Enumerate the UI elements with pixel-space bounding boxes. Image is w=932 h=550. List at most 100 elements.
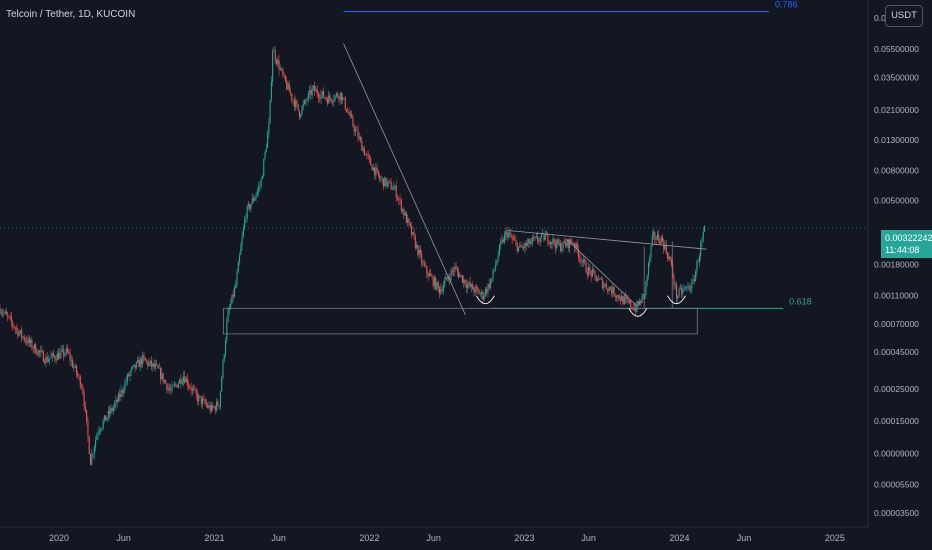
- candle-body: [274, 50, 276, 60]
- candle-body: [268, 122, 270, 135]
- candle-body: [367, 154, 369, 156]
- candle-body: [270, 81, 272, 101]
- candle-body: [107, 410, 109, 418]
- candle-body: [86, 409, 88, 422]
- candle-body: [255, 194, 257, 198]
- candle-body: [317, 94, 320, 98]
- candle-body: [195, 389, 197, 395]
- candle-body: [112, 407, 114, 411]
- candle-body: [469, 282, 471, 287]
- candle-body: [530, 241, 532, 245]
- candle-body: [224, 340, 227, 355]
- candle-body: [100, 429, 102, 432]
- candle-body: [408, 218, 410, 223]
- candle-body: [191, 388, 193, 391]
- candle-body: [684, 287, 686, 289]
- candle-body: [366, 154, 368, 155]
- candle-body: [416, 244, 418, 248]
- candle-body: [292, 99, 294, 101]
- candle-body: [635, 307, 637, 312]
- candle-body: [325, 97, 327, 100]
- time-tick-label: Jun: [271, 533, 286, 543]
- candle-body: [184, 376, 186, 383]
- candle-body: [362, 148, 364, 151]
- candle-body: [609, 287, 611, 290]
- candle-body: [256, 190, 258, 195]
- candle-body: [12, 322, 14, 326]
- candle-body: [477, 288, 479, 291]
- candle-body: [179, 378, 181, 384]
- candle-body: [177, 383, 179, 388]
- candle-body: [482, 291, 484, 300]
- time-axis: 2020 Jun 2021 Jun 2022 Jun 2023 Jun 2024 Jun 2025: [49, 533, 845, 543]
- candle-body: [479, 293, 481, 295]
- candle-body: [357, 130, 359, 139]
- candle-body: [69, 353, 71, 361]
- candle-body: [160, 367, 162, 379]
- candle-body: [491, 278, 493, 282]
- candle-body: [328, 95, 330, 104]
- currency-button[interactable]: USDT: [885, 5, 923, 27]
- candle-body: [190, 387, 192, 391]
- candle-body: [523, 246, 525, 249]
- candle-body: [263, 159, 265, 177]
- candle-body: [607, 288, 609, 292]
- candle-body: [617, 295, 619, 298]
- candle-body: [404, 212, 406, 216]
- candle-body: [614, 295, 616, 297]
- candle-body: [172, 385, 174, 386]
- time-tick-label: 2020: [49, 533, 69, 543]
- candle-body: [430, 273, 432, 276]
- candle-body: [435, 277, 437, 290]
- candle-body: [594, 271, 596, 276]
- candle-body: [520, 245, 522, 248]
- candle-body: [311, 88, 313, 96]
- candle-body: [130, 368, 132, 373]
- candle-body: [340, 92, 343, 101]
- candle-body: [586, 272, 588, 275]
- candle-body: [81, 386, 83, 388]
- candle-body: [31, 339, 33, 349]
- candle-body: [588, 267, 590, 275]
- candle-body: [658, 234, 660, 242]
- candle-body: [240, 246, 242, 256]
- candle-body: [700, 243, 702, 256]
- candle-body: [552, 238, 554, 244]
- candle-body: [250, 204, 252, 210]
- candle-body: [682, 289, 684, 294]
- candle-body: [540, 233, 543, 238]
- candle-body: [339, 92, 341, 100]
- candle-body: [198, 395, 200, 402]
- candle-body: [484, 289, 486, 296]
- candle-body: [55, 359, 57, 361]
- candle-body: [633, 307, 636, 310]
- candle-body: [14, 327, 16, 329]
- candle-body: [334, 95, 336, 100]
- candle-body: [128, 374, 130, 377]
- candle-body: [170, 389, 172, 391]
- candle-body: [358, 137, 360, 139]
- candle-body: [674, 284, 676, 286]
- candle-body: [0, 312, 2, 314]
- candle-body: [153, 363, 155, 368]
- candle-body: [596, 280, 599, 282]
- symbol-title: Telcoin / Tether, 1D, KUCOIN: [6, 9, 136, 20]
- candle-body: [244, 219, 246, 228]
- candle-body: [399, 199, 401, 201]
- candle-body: [631, 307, 633, 309]
- candle-body: [161, 373, 163, 379]
- candle-body: [395, 185, 397, 198]
- candle-body: [458, 271, 460, 278]
- candle-body: [498, 244, 500, 256]
- candle-body: [582, 259, 585, 262]
- candle-body: [278, 60, 280, 70]
- candle-body: [10, 317, 13, 323]
- candle-body: [393, 187, 395, 190]
- candle-body: [120, 390, 122, 398]
- candle-body: [213, 406, 215, 408]
- candle-body: [426, 266, 428, 274]
- candle-body: [474, 286, 476, 293]
- candle-body: [417, 244, 419, 255]
- candle-body: [577, 249, 579, 258]
